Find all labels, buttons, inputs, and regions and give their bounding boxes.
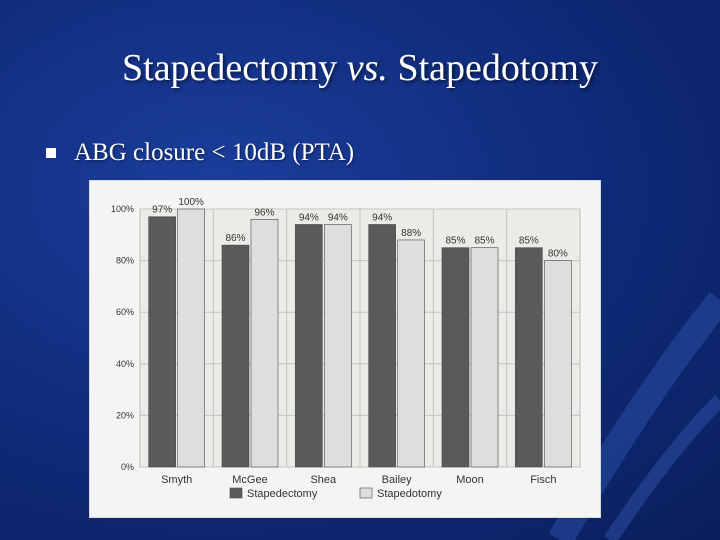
square-bullet-icon	[46, 148, 56, 158]
y-tick-label: 60%	[116, 307, 134, 317]
y-tick-label: 20%	[116, 410, 134, 420]
bar-value-label: 80%	[548, 249, 568, 260]
category-label: Shea	[310, 474, 337, 486]
bar-stapedotomy	[324, 224, 352, 468]
bar-stapedectomy	[368, 224, 396, 468]
bar-stapedectomy	[441, 247, 470, 468]
bar-value-label: 96%	[254, 207, 274, 218]
title-main: Stapedectomy	[122, 47, 338, 89]
bar-value-label: 88%	[401, 228, 421, 239]
title-vs: vs.	[346, 47, 388, 89]
category-label: Bailey	[382, 474, 412, 486]
bar-stapedectomy	[515, 247, 543, 468]
bullet-text: ABG closure < 10dB (PTA)	[74, 139, 355, 166]
bar-stapedectomy	[148, 216, 176, 468]
bar-value-label: 86%	[225, 233, 245, 244]
bar-value-label: 85%	[519, 236, 539, 247]
bar-stapedotomy	[470, 247, 499, 468]
slide-title: Stapedectomy vs. Stapedotomy	[0, 42, 720, 94]
bar-value-label: 97%	[152, 205, 172, 216]
category-label: Fisch	[530, 474, 556, 486]
bullet-item: ABG closure < 10dB (PTA)	[46, 138, 354, 168]
y-tick-label: 0%	[121, 462, 134, 472]
bar-chart: 0% 20% 40% 60% 80% 100% 97% 100% Smyth 86% 96% McGe…	[111, 197, 581, 500]
bar-stapedectomy	[295, 224, 323, 468]
bar-value-label: 94%	[328, 212, 348, 223]
bar-value-label: 94%	[299, 212, 319, 223]
bar-stapedotomy	[544, 260, 572, 468]
category-label: Moon	[456, 474, 484, 486]
y-tick-label: 40%	[116, 359, 134, 369]
chart-frame: 0% 20% 40% 60% 80% 100% 97% 100% Smyth 86% 96% McGe…	[89, 180, 601, 518]
bar-value-label: 100%	[178, 197, 204, 208]
category-label: Smyth	[161, 474, 192, 486]
bar-stapedotomy	[250, 219, 279, 468]
y-tick-label: 80%	[116, 256, 134, 266]
legend-label: Stapedectomy	[247, 488, 318, 500]
bar-stapedotomy	[177, 208, 205, 468]
category-label: McGee	[232, 474, 267, 486]
y-tick-label: 100%	[111, 204, 134, 214]
legend-swatch-stapedotomy	[359, 487, 373, 499]
title-end: Stapedotomy	[397, 47, 598, 89]
bar-value-label: 94%	[372, 212, 392, 223]
legend-label: Stapedotomy	[377, 488, 442, 500]
bar-stapedectomy	[221, 244, 250, 468]
legend-swatch-stapedectomy	[229, 487, 243, 499]
bar-value-label: 85%	[445, 236, 465, 247]
bar-stapedotomy	[397, 239, 425, 468]
bar-value-label: 85%	[474, 236, 494, 247]
